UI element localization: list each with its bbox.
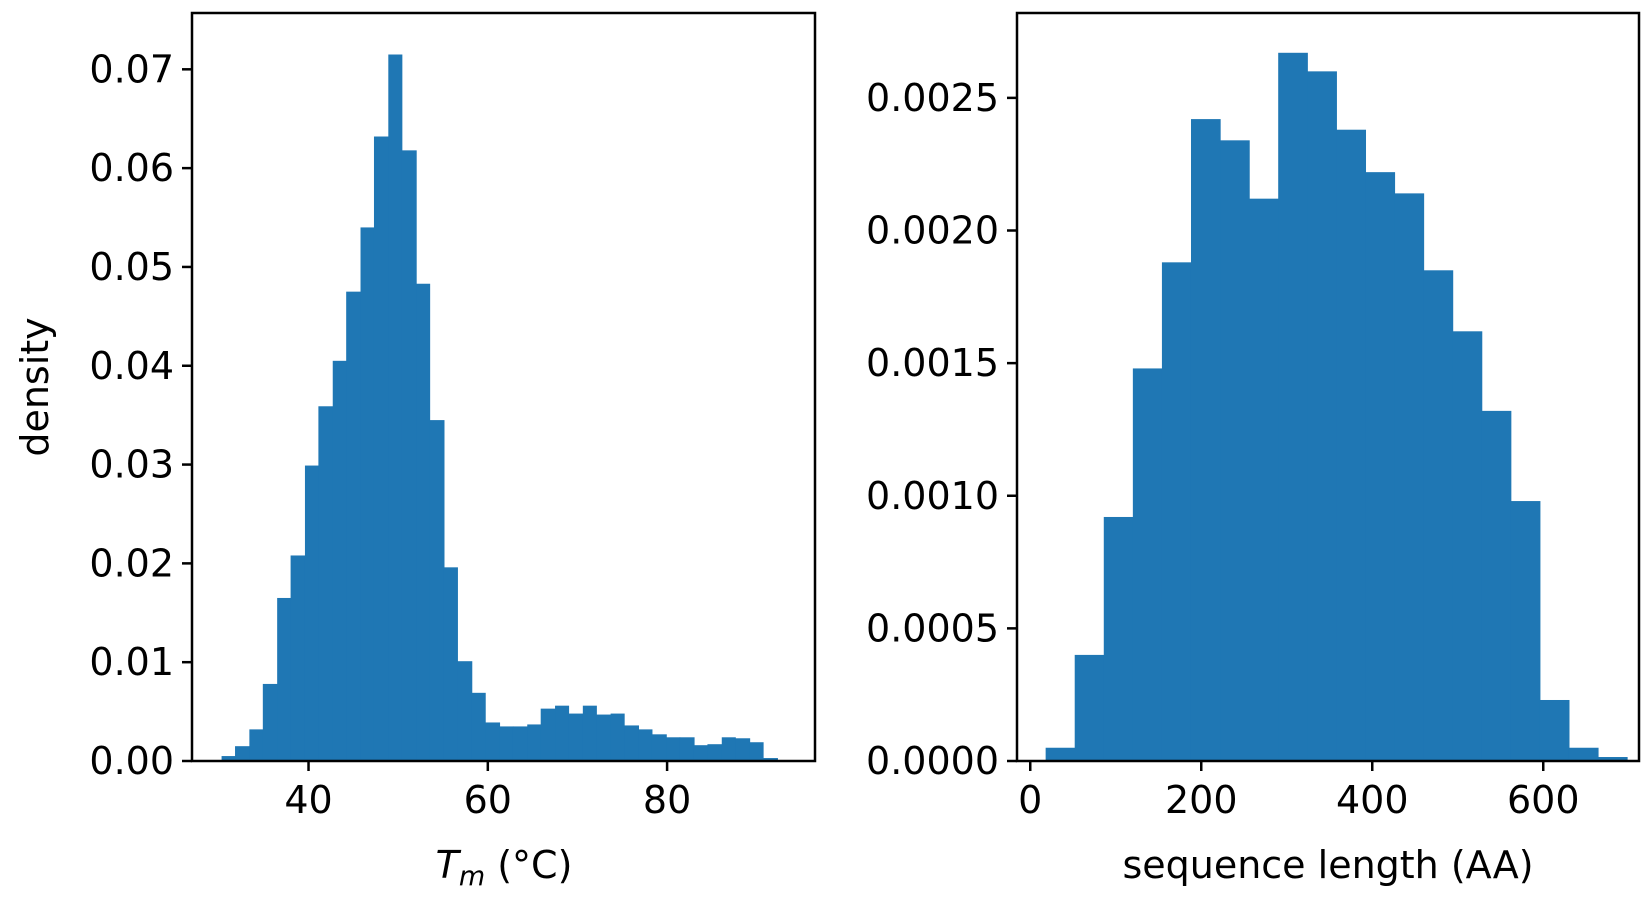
sequence-length-histogram-bar — [1539, 699, 1570, 761]
tm-histogram-bar — [235, 746, 250, 761]
tm-x-tick-label: 80 — [643, 778, 691, 822]
tm-histogram-bar — [666, 737, 681, 761]
sequence-length-histogram-bar — [1365, 172, 1396, 761]
tm-histogram-bar — [443, 567, 458, 761]
tm-histogram-bar — [277, 597, 292, 761]
sequence-length-histogram-bar — [1423, 270, 1454, 761]
tm-histogram-bar — [707, 744, 723, 761]
tm-histogram-bar — [249, 729, 264, 761]
tm-histogram-bar — [499, 726, 514, 761]
tm-x-axis-label-symbol: T — [436, 843, 462, 887]
tm-y-tick-label: 0.05 — [89, 245, 174, 289]
tm-x-ticks: 40 60 80 — [284, 761, 691, 822]
tm-y-tick-label: 0.01 — [89, 640, 174, 684]
tm-x-axis-label: Tm (°C) — [436, 843, 573, 892]
sequence-length-histogram-bar — [1597, 757, 1628, 761]
tm-y-tick-label: 0.07 — [89, 47, 174, 91]
tm-y-tick-label: 0.04 — [89, 344, 174, 388]
tm-histogram-bar — [512, 726, 528, 761]
tm-histogram-bar — [679, 737, 695, 761]
tm-histogram-bar — [651, 734, 667, 761]
sequence-length-histogram-bar — [1336, 129, 1367, 761]
tm-histogram-bar — [763, 758, 778, 761]
tm-x-axis-label-unit: (°C) — [485, 843, 572, 887]
sequence-length-histogram-bar — [1161, 262, 1192, 761]
tm-y-tick-label: 0.00 — [89, 739, 174, 783]
sequence-length-x-tick-label: 0 — [1018, 778, 1042, 822]
sequence-length-y-tick-label: 0.0010 — [866, 474, 999, 518]
tm-histogram-bar — [221, 756, 236, 761]
tm-histogram-bar — [290, 555, 306, 761]
tm-histogram-bar — [262, 683, 278, 761]
tm-histogram-bar — [485, 722, 501, 761]
sequence-length-histogram-bar — [1394, 193, 1425, 761]
tm-histogram-bar — [346, 291, 362, 761]
tm-x-tick-label: 40 — [284, 778, 332, 822]
sequence-length-histogram-bar — [1568, 747, 1599, 761]
sequence-length-histogram-bar — [1249, 198, 1279, 762]
sequence-length-x-tick-label: 400 — [1336, 778, 1409, 822]
sequence-length-histogram-bar — [1307, 71, 1337, 762]
tm-histogram-bar — [568, 713, 584, 761]
tm-histogram-bars — [221, 54, 778, 762]
tm-histogram-bar — [373, 136, 389, 761]
tm-y-tick-label: 0.06 — [89, 146, 174, 190]
sequence-length-histogram-bar — [1103, 516, 1134, 761]
tm-histogram-bar — [610, 713, 625, 761]
sequence-length-histogram-bar — [1452, 331, 1483, 761]
tm-histogram-bar — [416, 283, 431, 761]
tm-histogram-bar — [749, 742, 764, 761]
tm-histogram-bar — [624, 725, 640, 761]
tm-histogram-bar — [540, 708, 556, 761]
tm-histogram-bar — [360, 227, 375, 762]
tm-histogram-bar — [457, 661, 473, 761]
sequence-length-x-ticks: 0 200 400 600 — [1018, 761, 1580, 822]
tm-histogram-bar — [527, 724, 542, 761]
sequence-length-plot-frame — [1015, 11, 1641, 763]
sequence-length-x-tick-label: 600 — [1507, 778, 1580, 822]
sequence-length-histogram-bar — [1510, 501, 1541, 761]
sequence-length-histogram-bar — [1132, 368, 1163, 761]
sequence-length-histogram-bar — [1220, 140, 1250, 761]
sequence-length-y-tick-label: 0.0015 — [866, 341, 999, 385]
sequence-length-histogram-bar — [1074, 654, 1105, 761]
tm-plot-frame — [190, 11, 817, 763]
tm-y-axis-label: density — [13, 317, 57, 456]
tm-histogram-bar — [388, 54, 403, 761]
tm-histogram-bar — [471, 692, 486, 761]
tm-histogram-bar — [318, 406, 334, 761]
tm-histogram-bar — [735, 738, 751, 761]
sequence-length-y-tick-label: 0.0020 — [866, 209, 999, 253]
tm-x-axis-label-subscript: m — [459, 861, 485, 892]
tm-y-tick-label: 0.03 — [89, 443, 174, 487]
tm-histogram-bar — [304, 465, 319, 761]
sequence-length-histogram-bar — [1278, 52, 1308, 762]
sequence-length-y-tick-label: 0.0025 — [866, 76, 999, 120]
tm-histogram-panel: 40 60 80 0.000.010.020.030.040.050.060.07 … — [13, 11, 817, 892]
sequence-length-y-ticks: 0.0000 0.0005 0.0010 0.0015 0.0020 0.0025 — [866, 76, 1017, 783]
sequence-length-y-tick-label: 0.0005 — [866, 606, 999, 650]
sequence-length-histogram-bar — [1045, 747, 1076, 761]
tm-histogram-bar — [638, 729, 653, 761]
sequence-length-y-tick-label: 0.0000 — [866, 739, 999, 783]
tm-histogram-bar — [596, 714, 612, 761]
tm-histogram-bar — [693, 745, 709, 761]
tm-histogram-bar — [721, 737, 736, 761]
tm-x-tick-label: 60 — [464, 778, 512, 822]
tm-histogram-bar — [555, 705, 570, 761]
sequence-length-x-tick-label: 200 — [1165, 778, 1238, 822]
tm-histogram-bar — [401, 150, 417, 762]
tm-histogram-bar — [332, 360, 347, 761]
tm-y-ticks: 0.00 0.01 0.02 0.03 0.04 0.05 0.06 0.07 — [89, 47, 192, 783]
sequence-length-histogram-bar — [1190, 119, 1221, 762]
sequence-length-histogram-panel: 0 200 400 600 0.0000 0.0005 0.0010 0.0015 0.002… — [866, 11, 1641, 887]
sequence-length-histogram-bars — [1045, 52, 1628, 762]
sequence-length-histogram-bar — [1481, 410, 1512, 761]
tm-histogram-bar — [429, 420, 445, 761]
sequence-length-x-axis-label: sequence length (AA) — [1122, 843, 1533, 887]
tm-histogram-bar — [582, 705, 597, 761]
tm-y-tick-label: 0.02 — [89, 541, 174, 585]
